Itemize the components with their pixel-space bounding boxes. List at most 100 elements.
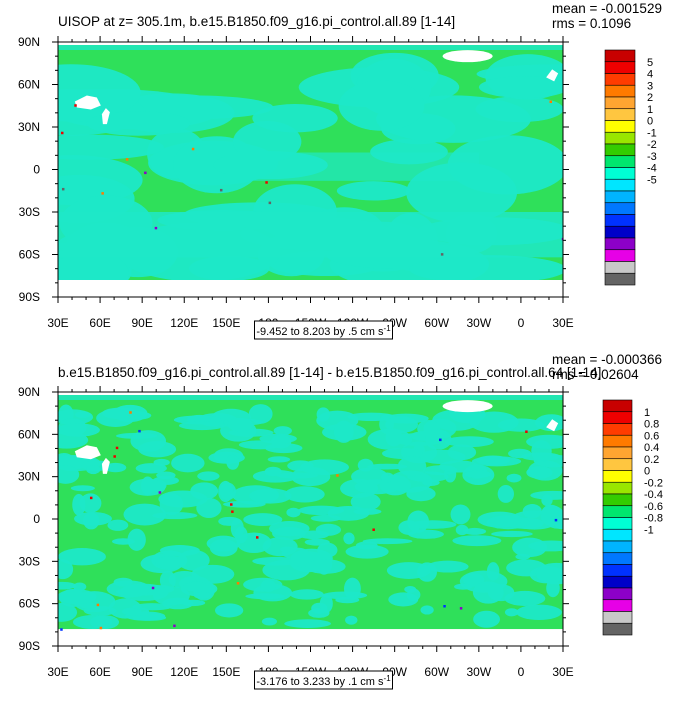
colorbar-label: 2 (647, 92, 653, 104)
missing-region (101, 457, 110, 474)
x-tick-label: 60E (89, 665, 110, 679)
x-tick-label: 0 (518, 316, 525, 330)
field-patch (336, 181, 411, 201)
colorbar-label: 4 (647, 69, 653, 81)
field-speckle (191, 147, 195, 151)
field-patch (218, 516, 241, 526)
field-speckle (99, 626, 103, 630)
field-patch (209, 539, 238, 557)
x-tick-label: 60W (424, 665, 449, 679)
field-speckle (459, 607, 463, 610)
field-patch (515, 553, 531, 560)
x-tick-label: 60W (424, 316, 449, 330)
field-patch (305, 559, 346, 574)
rms-value: rms = 0.02604 (552, 367, 639, 382)
range-label: -3.176 to 3.233 by .1 cm s-1 (256, 674, 391, 688)
field-patch (452, 535, 502, 547)
field-patch (289, 589, 324, 600)
field-patch (422, 479, 440, 486)
field-speckle (561, 237, 563, 241)
field-patch (350, 492, 381, 511)
field-patch (420, 605, 434, 615)
colorbar-swatch (602, 446, 633, 460)
colorbar-swatch (604, 167, 636, 180)
colorbar-label: -4 (647, 163, 657, 175)
field-patch (86, 464, 101, 475)
rms-value: rms = 0.1096 (552, 16, 631, 31)
field-patch (171, 453, 205, 473)
field-speckle (154, 226, 158, 230)
field-patch (504, 608, 519, 617)
y-tick-label: 90N (18, 35, 40, 49)
field-patch (397, 456, 427, 477)
map-field (58, 392, 563, 646)
field-speckle (173, 624, 176, 628)
x-tick-label: 30E (552, 665, 573, 679)
field-patch (367, 428, 413, 450)
field-patch (398, 520, 420, 535)
field-patch (475, 455, 510, 466)
x-tick-label: 0 (518, 665, 525, 679)
field-patch (153, 586, 190, 606)
field-patch (58, 392, 563, 400)
x-tick-label: 30W (466, 316, 491, 330)
colorbar-label: -0.2 (644, 477, 663, 489)
field-patch (535, 562, 563, 585)
field-patch (156, 471, 176, 480)
colorbar-swatch (602, 528, 633, 542)
field-patch (96, 409, 135, 427)
field-patch (89, 615, 120, 630)
field-patch (197, 471, 220, 481)
colorbar-label: 5 (647, 57, 653, 69)
field-patch (58, 581, 77, 590)
colorbar-swatch (604, 155, 636, 168)
field-speckle (138, 429, 141, 433)
field-patch (343, 532, 355, 545)
field-patch (180, 581, 218, 597)
field-speckle (255, 536, 259, 539)
field-speckle (268, 201, 272, 205)
colorbar-label: -3 (647, 151, 657, 163)
field-speckle (525, 430, 528, 433)
missing-region (442, 50, 493, 63)
field-speckle (115, 446, 119, 450)
colorbar-swatch (602, 458, 633, 471)
field-patch (58, 212, 563, 258)
colorbar-swatch (602, 552, 633, 565)
field-patch (249, 488, 292, 504)
field-speckle (336, 474, 339, 477)
range-label: -9.452 to 8.203 by .5 cm s-1 (256, 324, 391, 338)
y-tick-label: 30N (18, 120, 40, 134)
field-patch (497, 484, 515, 503)
x-tick-label: 30W (466, 665, 491, 679)
colorbar-label: 0 (644, 466, 650, 478)
field-speckle (158, 491, 162, 494)
field-patch (178, 421, 226, 431)
missing-region (58, 629, 563, 646)
colorbar-swatch (602, 611, 633, 624)
missing-region (58, 42, 563, 45)
field-patch (491, 530, 533, 538)
missing-region (74, 445, 101, 460)
field-patch (252, 469, 299, 483)
field-patch (107, 519, 129, 531)
colorbar-swatch (604, 261, 636, 274)
x-tick-label: 30E (47, 316, 68, 330)
field-patch (450, 504, 471, 525)
field-patch (280, 546, 295, 553)
field-patch (196, 497, 222, 519)
field-patch (520, 452, 561, 461)
field-patch (477, 511, 522, 528)
field-speckle (89, 496, 93, 500)
field-patch (455, 524, 469, 536)
field-patch (438, 460, 479, 473)
field-patch (58, 423, 100, 437)
colorbar-swatch (602, 399, 633, 413)
x-tick-label: 120E (170, 665, 198, 679)
field-patch (243, 513, 283, 526)
field-patch (304, 538, 330, 546)
field-patch (58, 134, 165, 160)
x-tick-label: 150E (212, 316, 240, 330)
field-patch (193, 591, 212, 599)
colorbar-swatch (602, 470, 633, 483)
